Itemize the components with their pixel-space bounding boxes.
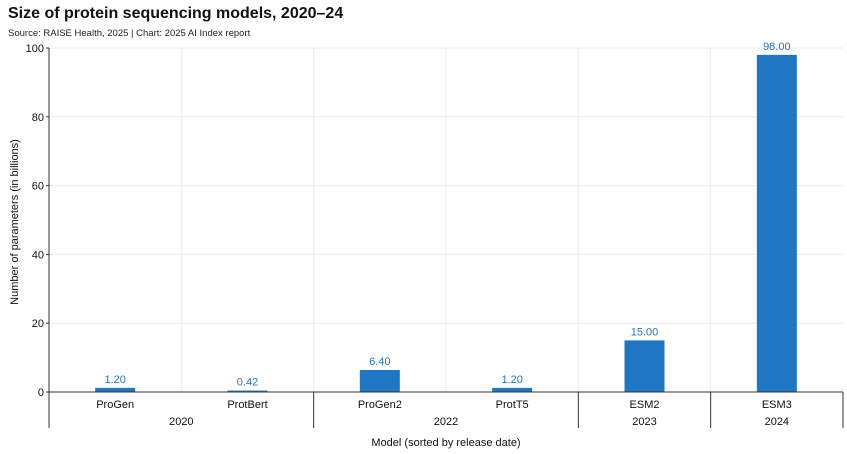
x-tick-label: ProGen2 bbox=[358, 399, 402, 411]
year-group-label: 2022 bbox=[434, 416, 458, 428]
year-group-label: 2023 bbox=[632, 416, 656, 428]
chart-title: Size of protein sequencing models, 2020–… bbox=[8, 5, 344, 22]
data-label: 6.40 bbox=[369, 356, 390, 368]
bar-esm2 bbox=[624, 340, 665, 392]
data-label: 98.00 bbox=[763, 41, 791, 53]
y-tick-label: 0 bbox=[38, 387, 44, 399]
x-tick-label: ESM3 bbox=[762, 399, 792, 411]
x-tick-label: ProGen bbox=[96, 399, 134, 411]
data-label: 0.42 bbox=[237, 377, 258, 389]
bar-progen2 bbox=[359, 369, 400, 392]
x-tick-label: ProtT5 bbox=[496, 399, 529, 411]
data-label: 1.20 bbox=[501, 374, 522, 386]
x-tick-label: ESM2 bbox=[630, 399, 660, 411]
chart-source: Source: RAISE Health, 2025 | Chart: 2025… bbox=[8, 28, 251, 39]
data-label: 15.00 bbox=[631, 326, 659, 338]
year-group-label: 2020 bbox=[169, 416, 193, 428]
year-group-label: 2024 bbox=[765, 416, 789, 428]
x-tick-label: ProtBert bbox=[227, 399, 267, 411]
y-tick-label: 80 bbox=[32, 112, 44, 124]
bars: 1.20 0.42 6.40 1.20 15.00 98.00 bbox=[95, 41, 797, 392]
x-axis-label: Model (sorted by release date) bbox=[371, 437, 520, 449]
bar-protbert bbox=[227, 390, 268, 392]
y-tick-label: 100 bbox=[26, 43, 44, 55]
y-tick-label: 20 bbox=[32, 318, 44, 330]
y-tick-label: 40 bbox=[32, 249, 44, 261]
axes: 0 20 40 60 80 100 ProGen ProtBert ProGen2 ProtT5 E… bbox=[26, 43, 844, 428]
bar-prott5 bbox=[492, 387, 533, 392]
bar-progen bbox=[95, 387, 136, 392]
bar-esm3 bbox=[756, 54, 797, 392]
y-tick-label: 60 bbox=[32, 181, 44, 193]
y-axis-label: Number of parameters (in billions) bbox=[9, 139, 21, 305]
grid-lines bbox=[49, 47, 843, 392]
data-label: 1.20 bbox=[104, 374, 125, 386]
